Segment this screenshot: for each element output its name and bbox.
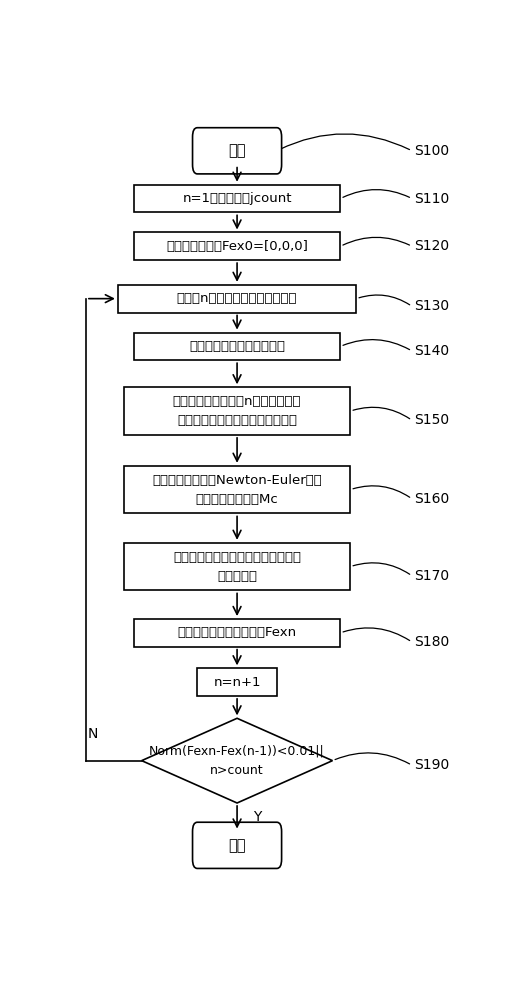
Text: S100: S100	[414, 144, 449, 158]
Text: 列出力矩平衡方程，计算Fexn: 列出力矩平衡方程，计算Fexn	[177, 626, 297, 639]
Text: 将倒数n个臂杆与中心块视为整体: 将倒数n个臂杆与中心块视为整体	[177, 292, 298, 305]
Text: 结束: 结束	[228, 838, 246, 853]
Bar	[124, 543, 350, 590]
Text: S120: S120	[414, 239, 449, 253]
Text: 列出当前子系统的Newton-Euler动力
学平衡方程，计算Mc: 列出当前子系统的Newton-Euler动力 学平衡方程，计算Mc	[152, 474, 322, 506]
Bar	[124, 466, 350, 513]
Bar	[134, 185, 341, 212]
Text: 假设末端作用力Fex0=[0,0,0]: 假设末端作用力Fex0=[0,0,0]	[166, 240, 308, 253]
Text: S140: S140	[414, 344, 449, 358]
Bar	[134, 232, 341, 260]
Text: S160: S160	[414, 492, 449, 506]
Text: n=1，臂杆数为jcount: n=1，臂杆数为jcount	[182, 192, 292, 205]
Bar	[134, 619, 341, 647]
Text: S190: S190	[414, 758, 449, 772]
Text: 计算各臂杆相对于第n中心块坐标系
的角速度、角加速度、惯性张力阵: 计算各臂杆相对于第n中心块坐标系 的角速度、角加速度、惯性张力阵	[173, 395, 301, 427]
Text: S110: S110	[414, 192, 449, 206]
Text: N: N	[88, 727, 98, 741]
Text: Norm(Fexn-Fex(n-1))<0.01||
n>count: Norm(Fexn-Fex(n-1))<0.01|| n>count	[149, 745, 325, 777]
Text: Y: Y	[253, 810, 261, 824]
Text: 计算臂杆受到的绳索作用力: 计算臂杆受到的绳索作用力	[189, 340, 285, 353]
Text: S180: S180	[414, 635, 449, 649]
Text: S150: S150	[414, 413, 449, 427]
Text: n=n+1: n=n+1	[213, 676, 261, 689]
Bar	[198, 668, 277, 696]
Bar	[124, 387, 350, 435]
Text: S130: S130	[414, 299, 449, 313]
Text: S170: S170	[414, 569, 449, 583]
Polygon shape	[142, 718, 332, 803]
Bar	[134, 333, 341, 360]
Bar	[118, 285, 357, 312]
Text: 开始: 开始	[228, 143, 246, 158]
FancyBboxPatch shape	[192, 822, 282, 868]
FancyBboxPatch shape	[192, 128, 282, 174]
Text: 计算重力力矩、绳索作用力力矩、轴
承摩擦力矩: 计算重力力矩、绳索作用力力矩、轴 承摩擦力矩	[173, 551, 301, 583]
